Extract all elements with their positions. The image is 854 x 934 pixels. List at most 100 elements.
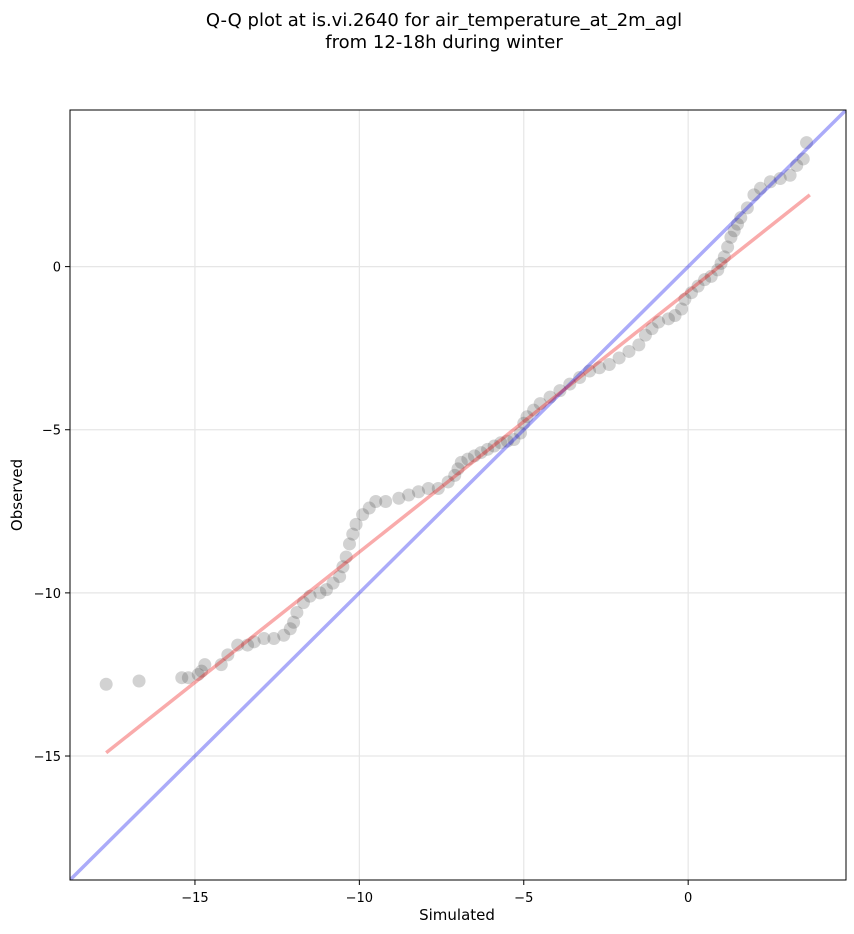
data-point [290, 605, 304, 619]
chart-title-line-2: from 12-18h during winter [325, 32, 563, 53]
data-point [773, 172, 787, 186]
data-point [714, 256, 728, 270]
data-point [800, 136, 814, 150]
data-point [313, 586, 327, 600]
data-point [632, 338, 646, 352]
data-point [783, 168, 797, 182]
data-point [175, 671, 189, 685]
data-point [283, 622, 297, 636]
data-point [527, 403, 541, 417]
data-point [638, 328, 652, 342]
data-point [543, 390, 557, 404]
data-point [231, 638, 245, 652]
data-point [675, 302, 689, 316]
data-point [790, 158, 804, 172]
data-point [678, 292, 692, 306]
data-point [303, 589, 317, 603]
data-point [402, 488, 416, 502]
data-point [342, 537, 356, 551]
data-point [583, 364, 597, 378]
data-point [711, 263, 725, 277]
data-point [214, 658, 228, 672]
fit-line [105, 193, 811, 755]
data-point [277, 628, 291, 642]
data-point [754, 181, 768, 195]
data-point [339, 550, 353, 564]
data-point [412, 485, 426, 499]
data-point [513, 426, 527, 440]
data-point [724, 230, 738, 244]
data-point [326, 576, 340, 590]
y-tick-label: −15 [34, 750, 61, 765]
data-point [379, 495, 393, 509]
x-tick-label: 0 [684, 891, 692, 906]
data-point [287, 615, 301, 629]
chart-title-line-1: Q-Q plot at is.vi.2640 for air_temperatu… [206, 10, 682, 31]
data-point [740, 201, 754, 215]
data-point [369, 495, 383, 509]
data-point [668, 309, 682, 323]
data-point [494, 436, 508, 450]
y-tick-label: 0 [53, 261, 61, 276]
y-axis-label: Observed [8, 459, 26, 531]
data-point [362, 501, 376, 515]
data-point [763, 175, 777, 189]
plot-area [70, 110, 846, 880]
data-point [500, 434, 514, 448]
data-point [734, 211, 748, 225]
data-point [346, 527, 360, 541]
data-point [296, 596, 310, 610]
data-point [553, 384, 567, 398]
data-point [181, 671, 195, 685]
data-point [454, 455, 468, 469]
data-point [717, 250, 731, 264]
identity-line [70, 110, 846, 880]
data-point [533, 397, 547, 411]
data-point [573, 371, 587, 385]
data-point [247, 635, 261, 649]
data-point [257, 632, 271, 646]
data-point [132, 674, 146, 688]
data-point [612, 351, 626, 365]
data-point [441, 475, 455, 489]
data-point [431, 481, 445, 495]
axis-ticks: −15 −10 −5 0 0 −5 −10 −15 [34, 261, 693, 906]
data-point [622, 344, 636, 358]
data-point [592, 361, 606, 375]
data-point [704, 269, 718, 283]
x-axis-label: Simulated [419, 906, 495, 924]
data-point [392, 491, 406, 505]
data-point [448, 468, 462, 482]
y-tick-label: −5 [42, 424, 61, 439]
data-point [730, 217, 744, 231]
data-point [487, 439, 501, 453]
x-tick-label: −10 [346, 891, 373, 906]
data-point [333, 570, 347, 584]
x-tick-label: −15 [181, 891, 208, 906]
data-point [356, 508, 370, 522]
data-point [461, 452, 475, 466]
plot-frame [69, 109, 847, 881]
data-point [99, 677, 113, 691]
data-point [747, 188, 761, 202]
data-point [319, 583, 333, 597]
data-point [241, 638, 255, 652]
data-point [467, 449, 481, 463]
data-point [336, 560, 350, 574]
data-point [195, 664, 209, 678]
data-point [421, 481, 435, 495]
data-point [221, 648, 235, 662]
data-point [563, 377, 577, 391]
data-point [267, 632, 281, 646]
grid-lines [70, 110, 846, 880]
data-point [727, 224, 741, 238]
y-tick-label: −10 [34, 587, 61, 602]
data-point [684, 286, 698, 300]
data-point [517, 416, 531, 430]
data-point [721, 240, 735, 254]
data-point [198, 658, 212, 672]
data-point [451, 462, 465, 476]
data-point [507, 433, 521, 447]
data-point [349, 517, 363, 531]
